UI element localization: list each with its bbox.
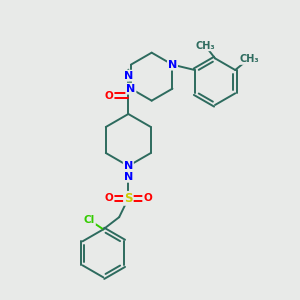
Text: O: O	[105, 91, 113, 101]
Text: N: N	[124, 161, 133, 171]
Text: Cl: Cl	[84, 215, 95, 225]
Text: N: N	[124, 71, 133, 81]
Text: N: N	[168, 60, 177, 70]
Text: O: O	[105, 193, 113, 203]
Text: CH₃: CH₃	[195, 41, 215, 51]
Text: S: S	[124, 192, 133, 205]
Text: N: N	[126, 84, 136, 94]
Text: O: O	[143, 193, 152, 203]
Text: N: N	[124, 172, 133, 182]
Text: CH₃: CH₃	[239, 54, 259, 64]
